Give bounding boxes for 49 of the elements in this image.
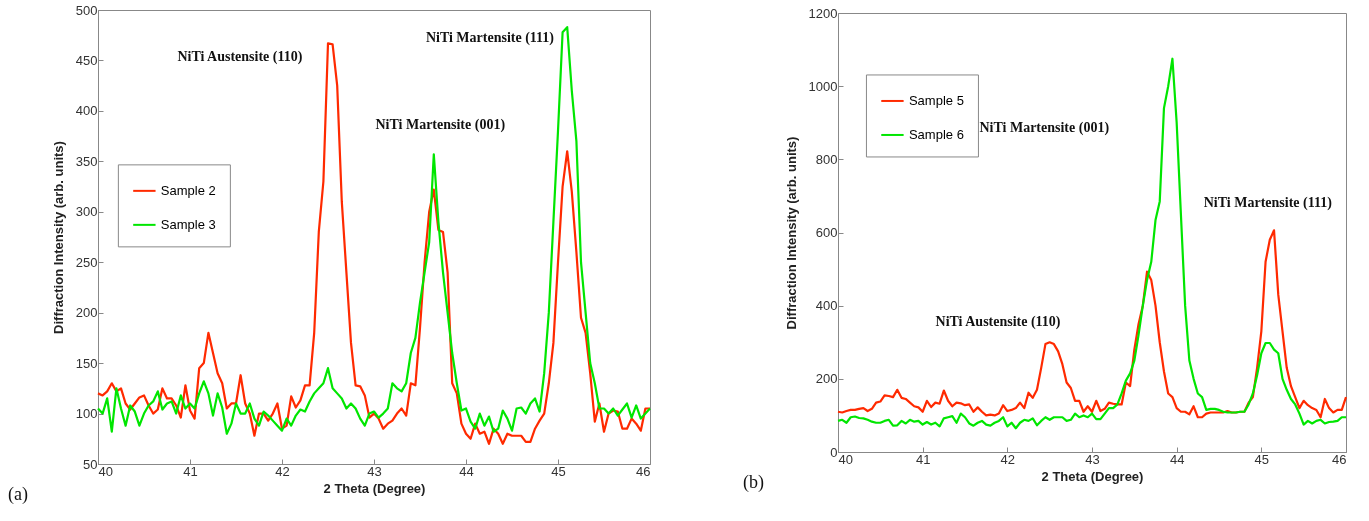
y-tick-label: 500	[75, 2, 98, 18]
x-tick-label: 44	[1169, 451, 1185, 467]
y-tick-label: 600	[815, 225, 838, 240]
x-tick-label: 40	[98, 463, 113, 479]
annotation: NiTi Martensite (111)	[425, 30, 555, 47]
y-axis-title: Diffraction Intensity (arb. units)	[50, 141, 66, 334]
line-series	[836, 57, 1348, 430]
x-tick-label: 46	[636, 463, 651, 479]
annotation: NiTi Martensite (001)	[979, 120, 1110, 137]
legend-label: Sample 6	[908, 126, 964, 142]
x-tick-label: 41	[915, 451, 931, 467]
legend-label: Sample 2	[160, 182, 216, 198]
x-tick-label: 42	[1000, 451, 1016, 467]
annotation: NiTi Martensite (111)	[1203, 195, 1333, 212]
x-tick-label: 40	[838, 451, 853, 467]
text: (a)	[8, 484, 28, 505]
y-tick-label: 200	[815, 371, 838, 387]
y-axis-title: Diffraction Intensity (arb. units)	[783, 136, 799, 330]
text: (b)	[743, 472, 764, 493]
y-tick-label: 400	[815, 298, 838, 314]
x-tick-label: 45	[551, 463, 566, 479]
x-tick-label: 42	[275, 463, 290, 479]
x-tick-label: 43	[367, 463, 382, 479]
line-series	[836, 229, 1348, 419]
y-tick-label: 50	[83, 456, 98, 472]
y-tick-label: 300	[75, 204, 98, 220]
y-tick-label: 350	[75, 153, 98, 169]
x-tick-label: 45	[1254, 451, 1270, 467]
x-axis-title: 2 Theta (Degree)	[1041, 468, 1144, 484]
legend-label: Sample 3	[160, 216, 216, 232]
y-tick-label: 1200	[808, 5, 838, 21]
y-tick-label: 450	[75, 52, 98, 68]
y-tick-label: 1000	[808, 78, 838, 94]
x-tick-label: 46	[1332, 451, 1347, 467]
y-tick-label: 250	[75, 254, 98, 270]
x-tick-label: 41	[183, 463, 198, 479]
x-tick-label: 43	[1085, 451, 1100, 467]
x-axis-title: 2 Theta (Degree)	[323, 480, 426, 496]
y-tick-label: 200	[75, 305, 98, 321]
y-tick-label: 150	[75, 355, 98, 371]
y-tick-label: 0	[830, 444, 838, 460]
annotation: NiTi Austensite (110)	[935, 314, 1061, 331]
annotation: NiTi Austensite (110)	[177, 49, 303, 66]
annotation: NiTi Martensite (001)	[375, 116, 506, 133]
y-tick-label: 100	[75, 406, 98, 422]
y-tick-label: 400	[75, 103, 98, 119]
y-tick-label: 800	[815, 151, 838, 167]
x-tick-label: 44	[459, 463, 474, 479]
legend-label: Sample 5	[908, 92, 964, 108]
